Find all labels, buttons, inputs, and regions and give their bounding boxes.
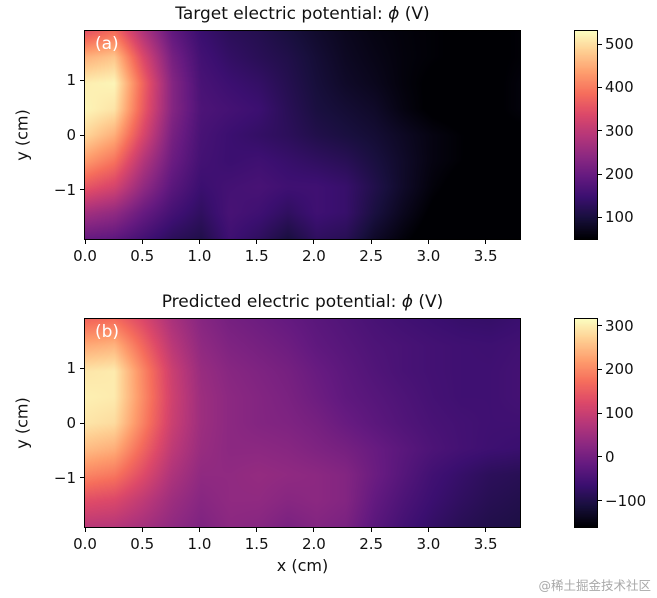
- panel-predicted: Predicted electric potential: ϕ (V) (b) …: [0, 288, 657, 598]
- y-tick-mark: [80, 134, 84, 136]
- colorbar-tick-mark: [598, 500, 602, 502]
- y-tick-mark: [80, 367, 84, 369]
- y-axis-label-predicted: y (cm): [12, 397, 32, 449]
- y-tick-label: 0: [66, 414, 76, 432]
- x-tick-label: 3.5: [473, 535, 498, 553]
- colorbar-canvas-target: [575, 31, 597, 239]
- x-tick-mark: [313, 528, 315, 532]
- x-tick-label: 2.0: [302, 247, 326, 265]
- colorbar-target: [574, 30, 598, 240]
- colorbar-tick-label: 200: [605, 165, 634, 183]
- colorbar-canvas-predicted: [575, 319, 597, 527]
- colorbar-tick-label: 400: [605, 78, 634, 97]
- title-prefix: Target electric potential:: [175, 4, 389, 24]
- y-tick-mark: [80, 189, 84, 191]
- heatmap-plot-target: (a): [84, 30, 521, 240]
- watermark: @稀土掘金技术社区: [538, 578, 651, 593]
- x-tick-label: 2.0: [302, 535, 326, 553]
- y-axis-label-target: y (cm): [12, 109, 32, 161]
- x-tick-mark: [141, 528, 143, 532]
- heatmap-plot-predicted: (b): [84, 318, 521, 528]
- colorbar-tick-mark: [598, 43, 602, 45]
- x-tick-mark: [256, 240, 258, 244]
- panel-target: Target electric potential: ϕ (V) (a) y (…: [0, 0, 657, 288]
- colorbar-tick-label: −100: [605, 491, 647, 510]
- phi-symbol: ϕ: [388, 4, 400, 24]
- x-tick-mark: [485, 528, 487, 532]
- x-tick-label: 1.0: [187, 247, 212, 265]
- x-tick-mark: [84, 240, 86, 244]
- panel-label-a: (a): [95, 34, 119, 54]
- x-tick-label: 0.5: [130, 247, 155, 265]
- y-tick-label: 1: [66, 359, 76, 378]
- heatmap-canvas-target: [85, 31, 520, 239]
- x-tick-mark: [198, 240, 200, 244]
- colorbar-tick-mark: [598, 368, 602, 370]
- x-tick-mark: [370, 528, 372, 532]
- colorbar-tick-label: 100: [605, 208, 634, 227]
- title-suffix: (V): [399, 4, 430, 24]
- y-tick-mark: [80, 79, 84, 81]
- colorbar-tick-mark: [598, 86, 602, 88]
- colorbar-tick-label: 200: [605, 360, 634, 379]
- x-tick-label: 2.5: [359, 535, 384, 553]
- colorbar-tick-mark: [598, 130, 602, 132]
- colorbar-tick-mark: [598, 173, 602, 175]
- colorbar-predicted: [574, 318, 598, 528]
- x-tick-mark: [198, 528, 200, 532]
- x-tick-label: 0.0: [73, 247, 97, 265]
- x-axis-label: x (cm): [276, 556, 329, 575]
- chart-title-target: Target electric potential: ϕ (V): [84, 4, 521, 24]
- x-tick-label: 3.5: [473, 247, 498, 265]
- colorbar-tick-label: 500: [605, 35, 634, 53]
- x-tick-mark: [485, 240, 487, 244]
- y-tick-mark: [80, 477, 84, 479]
- x-tick-mark: [427, 240, 429, 244]
- title-suffix: (V): [412, 292, 444, 312]
- x-tick-mark: [141, 240, 143, 244]
- x-tick-label: 1.5: [244, 535, 269, 553]
- y-tick-label: −1: [53, 468, 76, 487]
- x-tick-label: 1.0: [187, 535, 212, 553]
- x-tick-label: 3.0: [416, 535, 441, 553]
- chart-title-predicted: Predicted electric potential: ϕ (V): [84, 292, 521, 312]
- x-tick-mark: [84, 528, 86, 532]
- x-tick-mark: [256, 528, 258, 532]
- phi-symbol: ϕ: [401, 292, 413, 312]
- title-prefix: Predicted electric potential:: [161, 292, 402, 312]
- colorbar-tick-label: 0: [605, 447, 615, 466]
- y-tick-mark: [80, 422, 84, 424]
- x-tick-mark: [313, 240, 315, 244]
- y-tick-label: −1: [53, 180, 76, 199]
- x-tick-label: 0.0: [73, 535, 97, 553]
- panel-label-b: (b): [95, 322, 120, 342]
- x-tick-label: 2.5: [359, 247, 384, 265]
- colorbar-tick-label: 300: [605, 121, 634, 140]
- colorbar-tick-mark: [598, 412, 602, 414]
- colorbar-tick-mark: [598, 325, 602, 327]
- x-tick-mark: [427, 528, 429, 532]
- y-tick-label: 1: [66, 71, 76, 90]
- x-tick-label: 0.5: [130, 535, 155, 553]
- colorbar-tick-mark: [598, 456, 602, 458]
- heatmap-canvas-predicted: [85, 319, 520, 527]
- x-tick-label: 1.5: [244, 247, 269, 265]
- colorbar-tick-label: 100: [605, 404, 634, 423]
- colorbar-tick-label: 300: [605, 316, 634, 335]
- colorbar-tick-mark: [598, 216, 602, 218]
- y-tick-label: 0: [66, 126, 76, 144]
- x-tick-label: 3.0: [416, 247, 441, 265]
- x-tick-mark: [370, 240, 372, 244]
